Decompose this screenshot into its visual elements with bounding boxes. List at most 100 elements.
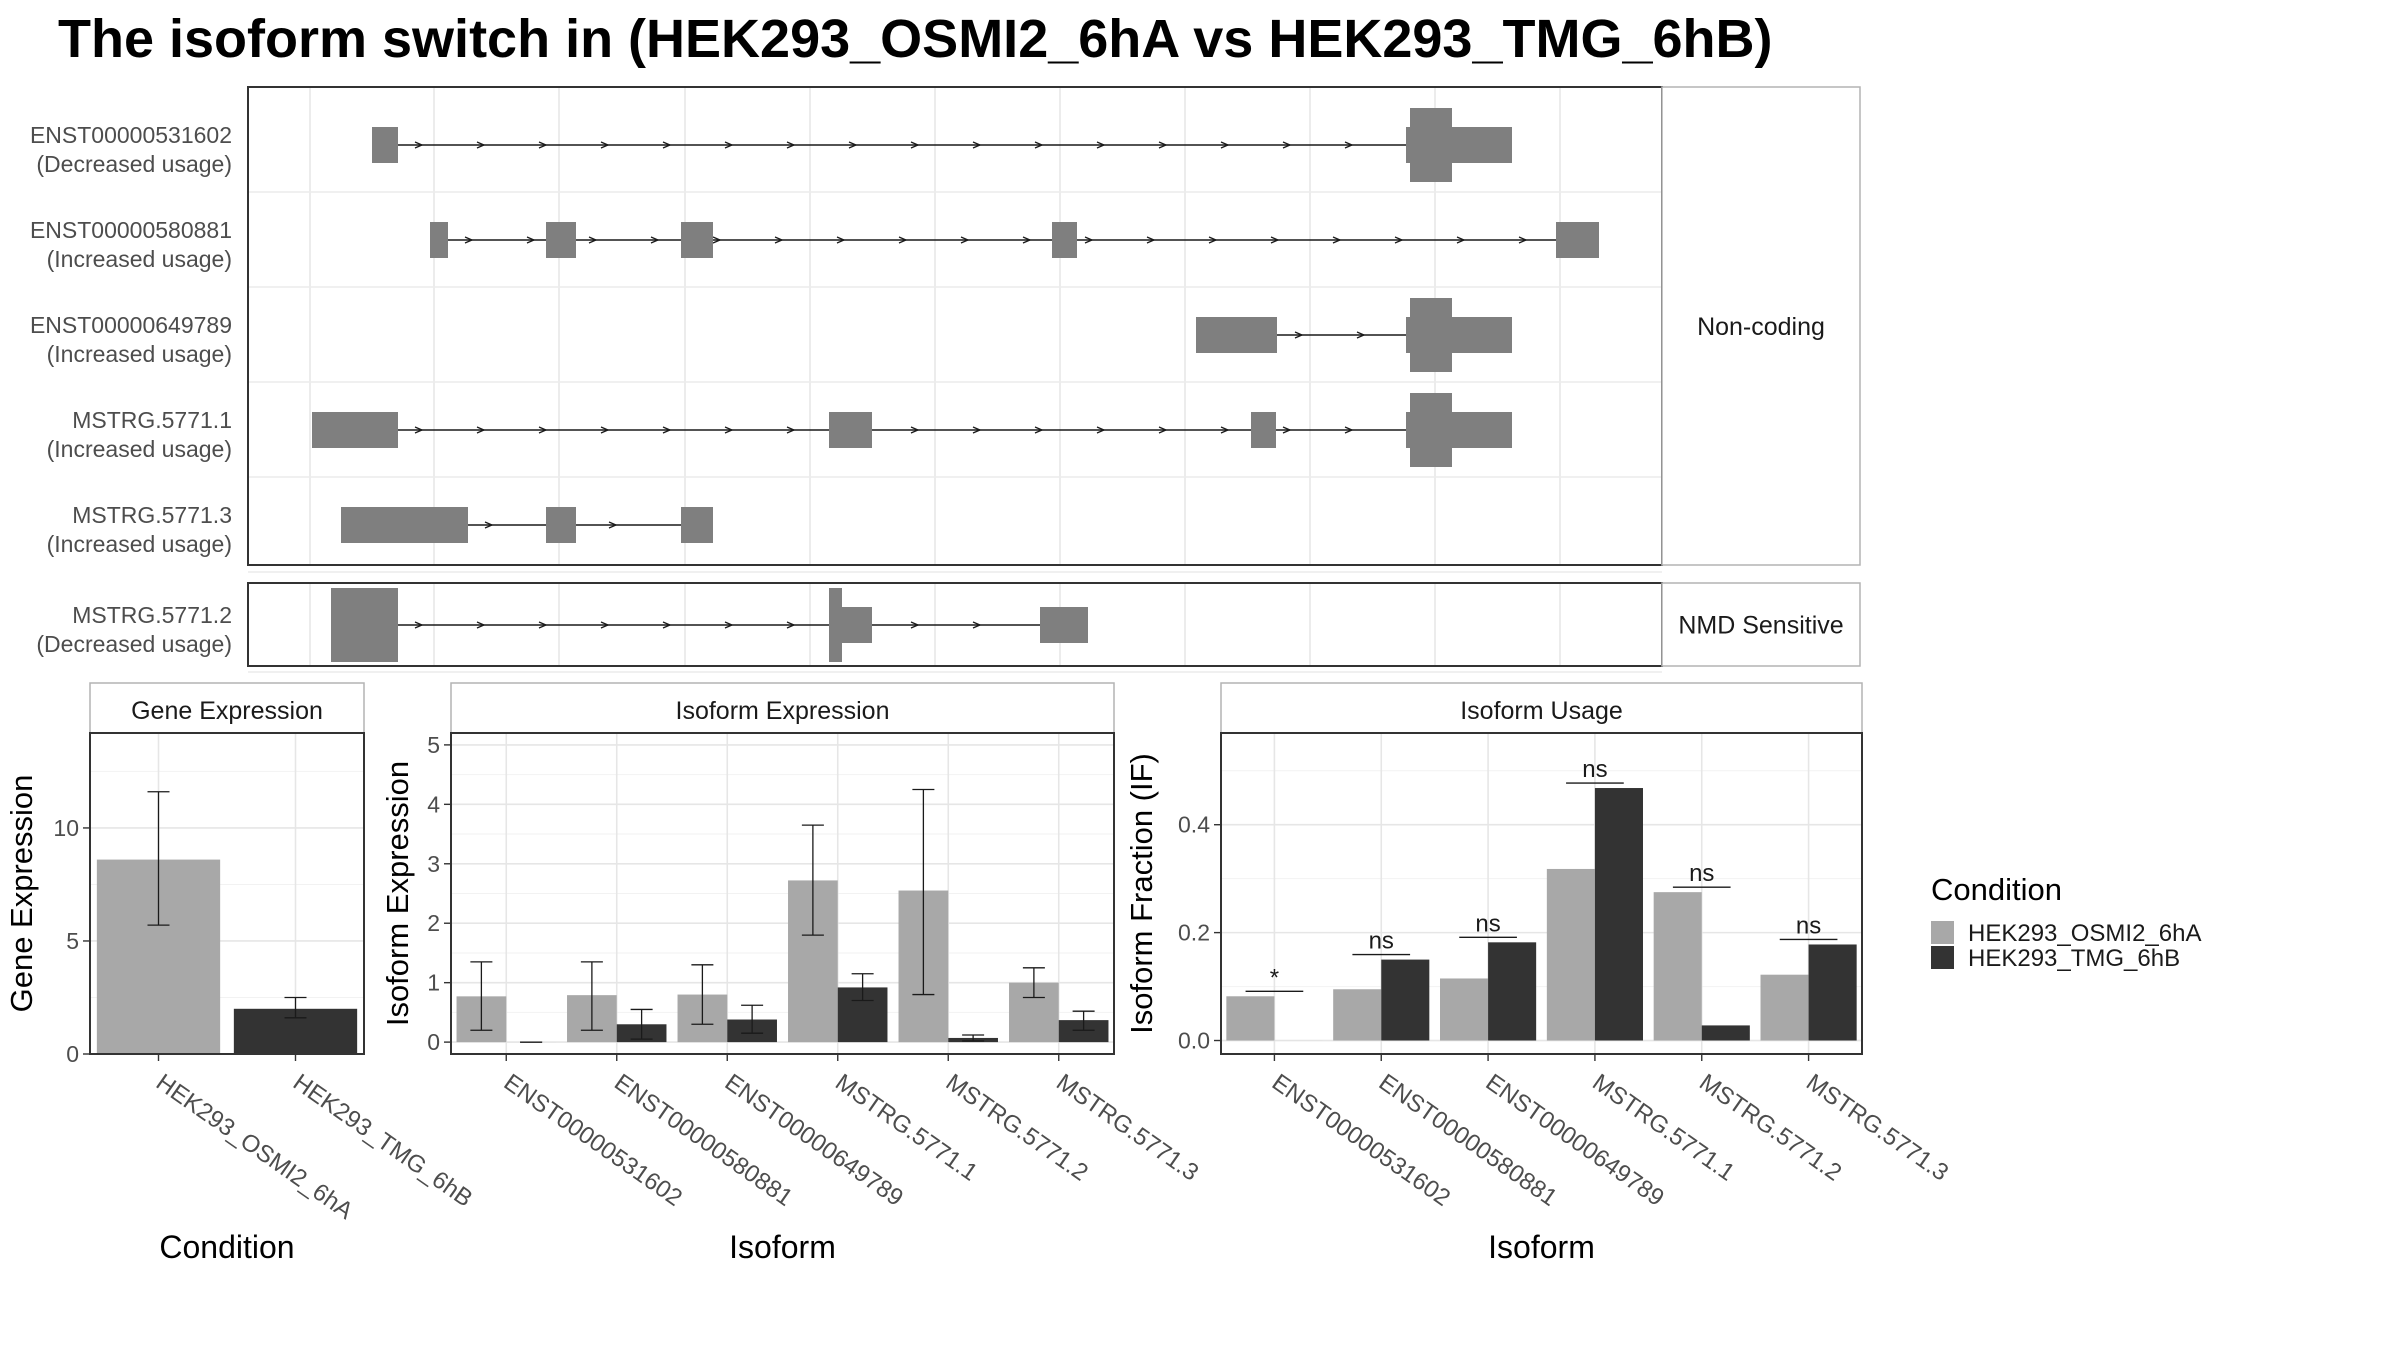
- bar: [1333, 989, 1382, 1041]
- panel-title: Isoform Usage: [1460, 697, 1623, 725]
- intron-arrow: [786, 621, 796, 629]
- intron-arrow: [1034, 426, 1044, 434]
- panel-frame: [1220, 732, 1863, 1055]
- y-tick-label: 10: [53, 815, 79, 841]
- x-axis-title: Isoform: [729, 1229, 836, 1265]
- intron-arrow: [786, 141, 796, 149]
- bar: [1488, 942, 1537, 1041]
- exon-block-coding: [1410, 393, 1452, 467]
- x-tick-label: ENST00000580881: [609, 1069, 797, 1212]
- significance-label: ns: [1796, 912, 1821, 939]
- intron-arrow: [538, 426, 548, 434]
- intron-arrow: [588, 236, 598, 244]
- intron-arrow: [1096, 141, 1106, 149]
- exon-block: [546, 222, 576, 258]
- y-tick-label: 1: [427, 970, 440, 996]
- intron-arrow: [662, 141, 672, 149]
- intron-arrow: [712, 236, 722, 244]
- figure-title: The isoform switch in (HEK293_OSMI2_6hA …: [58, 9, 1773, 69]
- y-tick-label: 3: [427, 851, 440, 877]
- transcript-name: ENST00000649789: [30, 312, 232, 338]
- intron-arrow: [538, 621, 548, 629]
- y-axis-title: Gene Expression: [4, 775, 39, 1013]
- intron-arrow: [960, 236, 970, 244]
- exon-block-coding: [1410, 108, 1452, 182]
- significance-label: ns: [1582, 756, 1607, 783]
- intron-arrow: [1294, 331, 1304, 339]
- exon-block: [1052, 222, 1077, 258]
- exon-block: [312, 412, 398, 448]
- panel-strip: [89, 682, 365, 734]
- bar: [1440, 978, 1489, 1041]
- x-tick-label: ENST00000649789: [720, 1069, 908, 1212]
- intron-arrow: [1158, 141, 1168, 149]
- x-axis-title: Isoform: [1488, 1229, 1595, 1265]
- intron-arrow: [600, 621, 610, 629]
- bar: [1594, 788, 1643, 1041]
- intron-arrow: [910, 426, 920, 434]
- intron-arrow: [1146, 236, 1156, 244]
- bar: [1546, 868, 1595, 1041]
- transcript-usage: (Increased usage): [47, 246, 232, 272]
- intron-arrow: [414, 141, 424, 149]
- panel-strip: [1220, 682, 1863, 734]
- intron-arrow: [1096, 426, 1106, 434]
- panel-frame: [89, 732, 365, 1055]
- y-tick-label: 2: [427, 910, 440, 936]
- exon-block: [681, 507, 713, 543]
- y-axis-title: Isoform Fraction (IF): [1124, 753, 1159, 1034]
- exon-block: [1196, 317, 1277, 353]
- intron-arrow: [1394, 236, 1404, 244]
- exon-block: [681, 222, 713, 258]
- exon-block: [1251, 412, 1276, 448]
- transcript-name: MSTRG.5771.3: [72, 502, 232, 528]
- exon-block-coding: [829, 588, 842, 662]
- intron-arrow: [1034, 141, 1044, 149]
- significance-label: ns: [1689, 860, 1714, 887]
- intron-arrow: [1220, 141, 1230, 149]
- legend-swatch: [1931, 921, 1954, 944]
- intron-arrow: [972, 426, 982, 434]
- transcript-usage: (Decreased usage): [36, 151, 232, 177]
- exon-block: [1040, 607, 1088, 643]
- bar: [1760, 974, 1809, 1041]
- intron-arrow: [1084, 236, 1094, 244]
- intron-arrow: [484, 521, 494, 529]
- transcript-name: ENST00000531602: [30, 122, 232, 148]
- intron-arrow: [724, 426, 734, 434]
- bar: [1226, 996, 1275, 1041]
- y-tick-label: 0: [427, 1029, 440, 1055]
- bar: [1653, 892, 1702, 1041]
- intron-arrow: [1518, 236, 1528, 244]
- x-axis-title: Condition: [159, 1229, 294, 1265]
- chart-isoform-expression: Isoform Expression ENST00000531602ENST000…: [380, 682, 1203, 1265]
- chart-isoform-usage: Isoform Usage * ENST00000531602 ns ENST00000…: [1124, 682, 1953, 1265]
- exon-block-coding: [1410, 298, 1452, 372]
- intron-arrow: [1158, 426, 1168, 434]
- transcript-name: MSTRG.5771.2: [72, 602, 232, 628]
- intron-arrow: [786, 426, 796, 434]
- intron-arrow: [1022, 236, 1032, 244]
- transcript-usage: (Decreased usage): [36, 631, 232, 657]
- exon-block: [829, 412, 872, 448]
- intron-arrow: [538, 141, 548, 149]
- intron-arrow: [476, 621, 486, 629]
- y-tick-label: 5: [427, 732, 440, 758]
- x-tick-label: ENST00000580881: [1374, 1069, 1562, 1212]
- panel-strip: [450, 682, 1115, 734]
- panel-title: Isoform Expression: [676, 697, 890, 725]
- intron-arrow: [1220, 426, 1230, 434]
- transcript-usage: (Increased usage): [47, 341, 232, 367]
- bar: [1701, 1025, 1750, 1041]
- legend-label: HEK293_TMG_6hB: [1968, 945, 2180, 972]
- y-tick-label: 0.4: [1178, 812, 1210, 838]
- intron-arrow: [650, 236, 660, 244]
- x-tick-label: ENST00000649789: [1481, 1069, 1669, 1212]
- y-tick-label: 5: [66, 928, 79, 954]
- transcript-name: MSTRG.5771.1: [72, 407, 232, 433]
- strip-box: [1661, 86, 1861, 566]
- intron-arrow: [910, 621, 920, 629]
- significance-label: ns: [1475, 910, 1500, 937]
